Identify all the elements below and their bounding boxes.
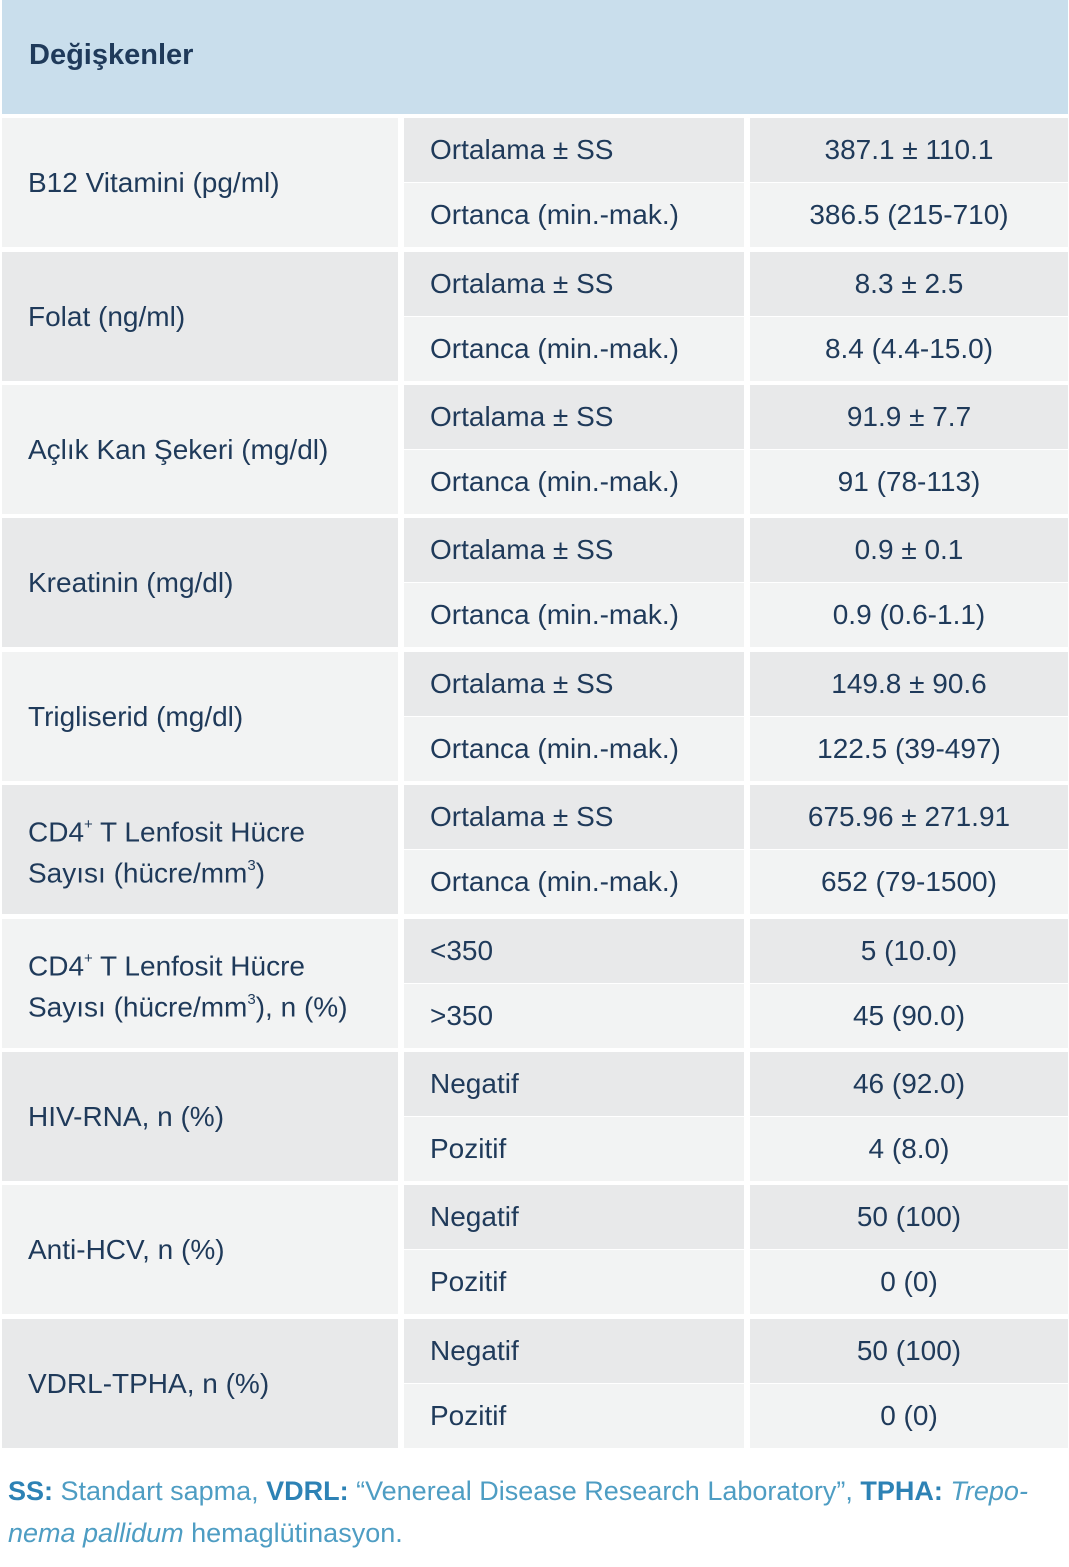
table-row-group: Folat (ng/ml) Ortalama ± SS 8.3 ± 2.5 Or… [0,248,1069,381]
stat-value: 5 (10.0) [750,919,1068,983]
stat-label: Ortalama ± SS [404,652,744,716]
variable-name: Açlık Kan Şekeri (mg/dl) [28,434,329,465]
variable-cell: Trigliserid (mg/dl) [2,652,398,781]
stat-label: Ortalama ± SS [404,252,744,316]
stat-label: Ortanca (min.-mak.) [404,317,744,381]
table-row-group: Trigliserid (mg/dl) Ortalama ± SS 149.8 … [0,648,1069,781]
table-row-group: Anti-HCV, n (%) Negatif 50 (100) Pozitif… [0,1181,1069,1314]
stat-value: 46 (92.0) [750,1052,1068,1116]
stat-label: Ortanca (min.-mak.) [404,450,744,514]
footnote-abbr: VDRL: [266,1476,349,1506]
table-row-group: VDRL-TPHA, n (%) Negatif 50 (100) Poziti… [0,1315,1069,1448]
stat-label: <350 [404,919,744,983]
stat-label: Ortanca (min.-mak.) [404,850,744,914]
stat-label: Ortanca (min.-mak.) [404,583,744,647]
variable-name: HIV-RNA, n (%) [28,1101,225,1132]
variable-name-text: ), n (%) [255,990,348,1022]
variable-name: Trigliserid (mg/dl) [28,701,244,732]
variable-cell: Folat (ng/ml) [2,252,398,381]
stat-value: 0.9 ± 0.1 [750,518,1068,582]
variable-cell: B12 Vitamini (pg/ml) [2,118,398,247]
stat-value: 50 (100) [750,1185,1068,1249]
stat-label: Ortalama ± SS [404,785,744,849]
stat-value: 4 (8.0) [750,1117,1068,1181]
variable-cell: Açlık Kan Şekeri (mg/dl) [2,385,398,514]
variable-cell: HIV-RNA, n (%) [2,1052,398,1181]
stat-value: 386.5 (215-710) [750,183,1068,247]
footnote-italic: Trepo- [950,1476,1028,1506]
footnote-abbr: SS: [8,1476,54,1506]
stat-label: Ortanca (min.-mak.) [404,183,744,247]
variable-name-text: ) [255,856,266,888]
stat-value: 91 (78-113) [750,450,1068,514]
table-row-group: HIV-RNA, n (%) Negatif 46 (92.0) Pozitif… [0,1048,1069,1181]
variable-cell: CD4+ T Lenfosit Hücre Sayısı (hücre/mm3)… [2,919,398,1048]
superscript: 3 [247,990,256,1008]
stat-label: Ortalama ± SS [404,385,744,449]
stat-label: Negatif [404,1052,744,1116]
stat-value: 122.5 (39-497) [750,717,1068,781]
variable-cell: CD4+ T Lenfosit Hücre Sayısı (hücre/mm3) [2,785,398,914]
variable-name-text: CD4 [28,816,85,848]
variable-cell: VDRL-TPHA, n (%) [2,1319,398,1448]
variable-name-text: CD4 [28,950,85,982]
stat-value: 91.9 ± 7.7 [750,385,1068,449]
variable-name: Kreatinin (mg/dl) [28,567,234,598]
stat-value: 652 (79-1500) [750,850,1068,914]
stat-label: Negatif [404,1185,744,1249]
footnote-abbr: TPHA: [860,1476,943,1506]
table-header: Değişkenler [2,0,1068,114]
stat-value: 50 (100) [750,1319,1068,1383]
variable-cell: Anti-HCV, n (%) [2,1185,398,1314]
superscript: + [84,816,93,834]
table-row-group: Kreatinin (mg/dl) Ortalama ± SS 0.9 ± 0.… [0,514,1069,647]
stat-value: 0.9 (0.6-1.1) [750,583,1068,647]
stat-value: 675.96 ± 271.91 [750,785,1068,849]
stat-label: Pozitif [404,1384,744,1448]
header-title: Değişkenler [29,39,194,71]
variable-name-text: Sayısı (hücre/mm [28,990,248,1022]
stat-label: Ortanca (min.-mak.) [404,717,744,781]
stat-value: 8.3 ± 2.5 [750,252,1068,316]
stat-label: Ortalama ± SS [404,118,744,182]
stat-value: 387.1 ± 110.1 [750,118,1068,182]
variable-name: VDRL-TPHA, n (%) [28,1368,270,1399]
footnote-italic: nema pallidum [8,1518,184,1548]
variable-name-text: T Lenfosit Hücre [92,816,305,848]
variable-name-text: Sayısı (hücre/mm [28,856,248,888]
variable-cell: Kreatinin (mg/dl) [2,518,398,647]
stat-label: Ortalama ± SS [404,518,744,582]
stat-label: Pozitif [404,1117,744,1181]
stat-value: 0 (0) [750,1250,1068,1314]
stat-label: >350 [404,984,744,1048]
stat-value: 149.8 ± 90.6 [750,652,1068,716]
footnote-text: hemaglütinasyon. [183,1518,403,1548]
stat-value: 0 (0) [750,1384,1068,1448]
stat-value: 45 (90.0) [750,984,1068,1048]
variable-name: B12 Vitamini (pg/ml) [28,167,280,198]
variable-name: CD4+ T Lenfosit Hücre Sayısı (hücre/mm3)… [2,943,348,1024]
variable-name: Folat (ng/ml) [28,301,186,332]
superscript: + [84,950,93,968]
variable-name: CD4+ T Lenfosit Hücre Sayısı (hücre/mm3) [2,809,305,890]
table-row-group: CD4+ T Lenfosit Hücre Sayısı (hücre/mm3)… [0,781,1069,914]
table-row-group: Açlık Kan Şekeri (mg/dl) Ortalama ± SS 9… [0,381,1069,514]
stat-label: Negatif [404,1319,744,1383]
variable-name: Anti-HCV, n (%) [28,1234,225,1265]
footnote-text: Standart sapma, [53,1476,267,1506]
table-row-group: CD4+ T Lenfosit Hücre Sayısı (hücre/mm3)… [0,915,1069,1048]
table-footnote: SS: Standart sapma, VDRL: “Venereal Dise… [8,1470,1066,1554]
superscript: 3 [247,856,256,874]
variable-name-text: T Lenfosit Hücre [92,950,305,982]
stat-value: 8.4 (4.4-15.0) [750,317,1068,381]
table-row-group: B12 Vitamini (pg/ml) Ortalama ± SS 387.1… [0,114,1069,247]
stat-label: Pozitif [404,1250,744,1314]
footnote-text: “Venereal Disease Research Laboratory”, [348,1476,861,1506]
